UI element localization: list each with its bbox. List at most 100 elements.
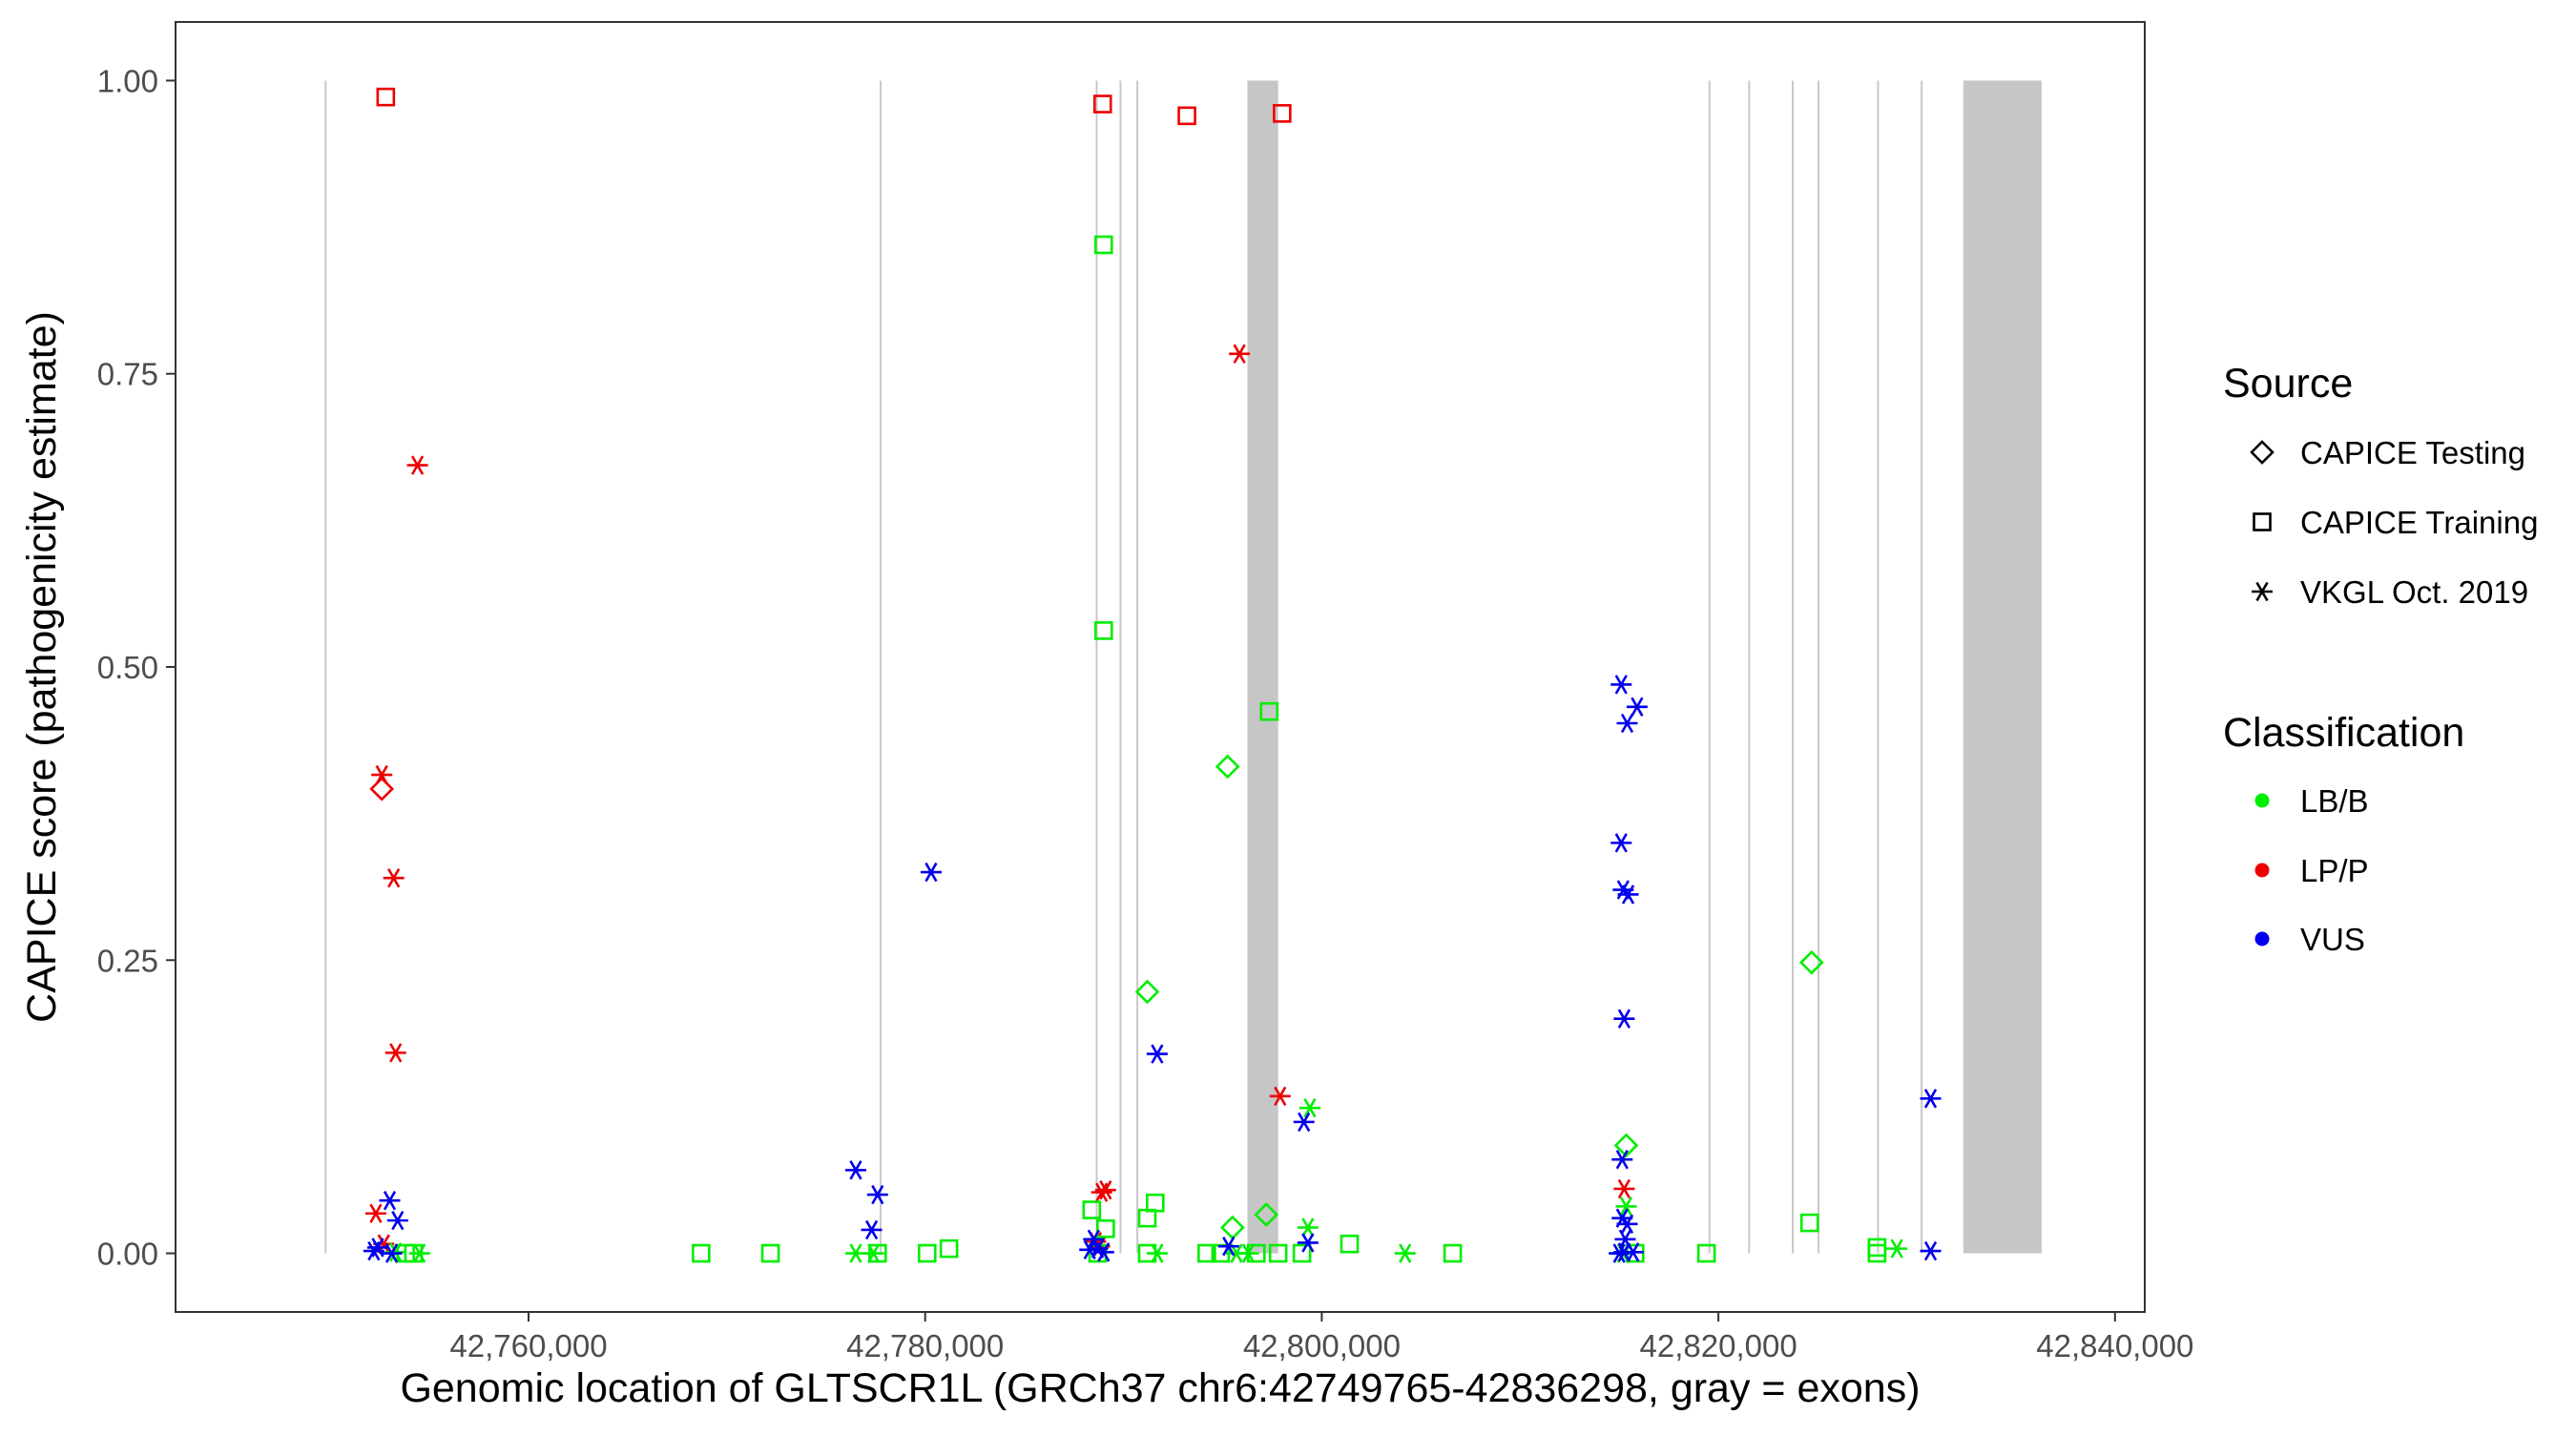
data-point xyxy=(692,1243,711,1263)
exon-band xyxy=(1963,80,2042,1254)
data-point xyxy=(383,868,405,888)
data-point xyxy=(1177,106,1196,126)
data-point xyxy=(1269,1086,1291,1107)
legend-key-diamond xyxy=(2250,440,2275,465)
data-point xyxy=(1247,1243,1266,1263)
x-tick-label: 42,780,000 xyxy=(846,1328,1004,1363)
data-point xyxy=(1292,1243,1312,1263)
data-point xyxy=(1616,713,1638,734)
data-point xyxy=(1610,675,1632,695)
legend: Source CAPICE Testing CAPICE Training VKGL … xyxy=(2223,361,2538,957)
data-point xyxy=(1229,343,1251,364)
data-point xyxy=(1297,1233,1319,1253)
data-point xyxy=(1615,1197,1637,1217)
data-point xyxy=(1197,1243,1216,1263)
y-tick-label: 0.00 xyxy=(97,1237,158,1272)
x-axis-label: Genomic location of GLTSCR1L (GRCh37 chr… xyxy=(400,1365,1920,1411)
data-point xyxy=(1616,1214,1638,1234)
legend-label-classification: LB/B xyxy=(2300,783,2369,819)
data-point xyxy=(376,87,396,107)
exon-band xyxy=(1247,80,1278,1254)
data-point xyxy=(1094,1179,1116,1200)
data-point xyxy=(1137,1208,1157,1228)
data-point xyxy=(1920,1240,1942,1261)
data-point xyxy=(1093,621,1113,640)
x-tick-label: 42,840,000 xyxy=(2036,1328,2193,1363)
data-point xyxy=(1146,1243,1168,1263)
data-point xyxy=(868,1243,887,1263)
data-point xyxy=(1799,1213,1819,1233)
data-point xyxy=(1696,1243,1716,1263)
data-point xyxy=(1092,94,1112,114)
y-axis: 0.00 0.25 0.50 0.75 1.00 xyxy=(97,63,176,1272)
data-point xyxy=(1096,1218,1115,1238)
data-point xyxy=(364,1203,386,1223)
data-point xyxy=(1134,979,1160,1005)
exon-layer xyxy=(324,80,2042,1254)
data-point xyxy=(1886,1238,1908,1259)
data-point xyxy=(861,1219,883,1240)
x-tick-label: 42,820,000 xyxy=(1640,1328,1797,1363)
data-point xyxy=(1293,1112,1315,1133)
y-tick-label: 0.25 xyxy=(97,943,158,978)
data-point xyxy=(760,1243,780,1263)
data-point xyxy=(369,776,395,801)
data-point xyxy=(408,1243,430,1263)
data-point xyxy=(1082,1200,1102,1219)
data-point xyxy=(1092,1242,1114,1262)
data-point xyxy=(1093,235,1113,255)
legend-key-square xyxy=(2253,512,2272,531)
legend-title-classification: Classification xyxy=(2223,710,2464,756)
data-point xyxy=(939,1238,959,1259)
legend-label-source: VKGL Oct. 2019 xyxy=(2300,574,2528,610)
data-point xyxy=(1613,1178,1635,1199)
data-point xyxy=(386,1210,408,1231)
legend-key-dot xyxy=(2254,863,2270,878)
y-tick-label: 0.50 xyxy=(97,650,158,685)
data-point xyxy=(844,1160,866,1180)
data-point xyxy=(1443,1243,1463,1263)
legend-label-source: CAPICE Training xyxy=(2300,505,2538,540)
data-point xyxy=(1273,104,1292,123)
data-point xyxy=(406,455,428,475)
legend-title-source: Source xyxy=(2223,361,2353,406)
data-point xyxy=(379,1191,401,1211)
y-tick-label: 0.75 xyxy=(97,357,158,392)
data-point xyxy=(384,1043,406,1063)
legend-label-classification: VUS xyxy=(2300,922,2365,957)
data-point xyxy=(1609,1243,1631,1263)
data-point xyxy=(1091,1182,1112,1202)
points-layer xyxy=(363,87,1942,1263)
y-tick-label: 1.00 xyxy=(97,63,158,98)
data-point xyxy=(920,862,942,883)
data-point xyxy=(1798,949,1824,975)
data-point xyxy=(1079,1239,1101,1260)
data-point xyxy=(1613,1133,1639,1158)
legend-key-asterisk xyxy=(2252,581,2273,602)
data-point xyxy=(1920,1089,1942,1109)
data-point xyxy=(1268,1243,1288,1263)
data-point xyxy=(1217,1236,1239,1257)
data-point xyxy=(1259,701,1279,721)
legend-label-classification: LP/P xyxy=(2300,853,2369,888)
data-point xyxy=(1610,833,1632,853)
data-point xyxy=(844,1243,866,1263)
data-point xyxy=(1867,1243,1887,1263)
data-point xyxy=(1613,1009,1635,1029)
data-point xyxy=(1340,1234,1360,1254)
data-point xyxy=(917,1243,937,1263)
legend-key-dot xyxy=(2254,793,2270,808)
x-tick-label: 42,800,000 xyxy=(1243,1328,1401,1363)
data-point xyxy=(866,1184,888,1205)
legend-label-source: CAPICE Testing xyxy=(2300,435,2525,470)
data-point xyxy=(1083,1229,1105,1249)
data-point xyxy=(1146,1044,1168,1064)
data-point xyxy=(363,1240,384,1261)
data-point xyxy=(1254,1202,1279,1227)
data-point xyxy=(1394,1243,1416,1263)
data-point xyxy=(1626,697,1648,717)
data-point xyxy=(1617,884,1639,905)
